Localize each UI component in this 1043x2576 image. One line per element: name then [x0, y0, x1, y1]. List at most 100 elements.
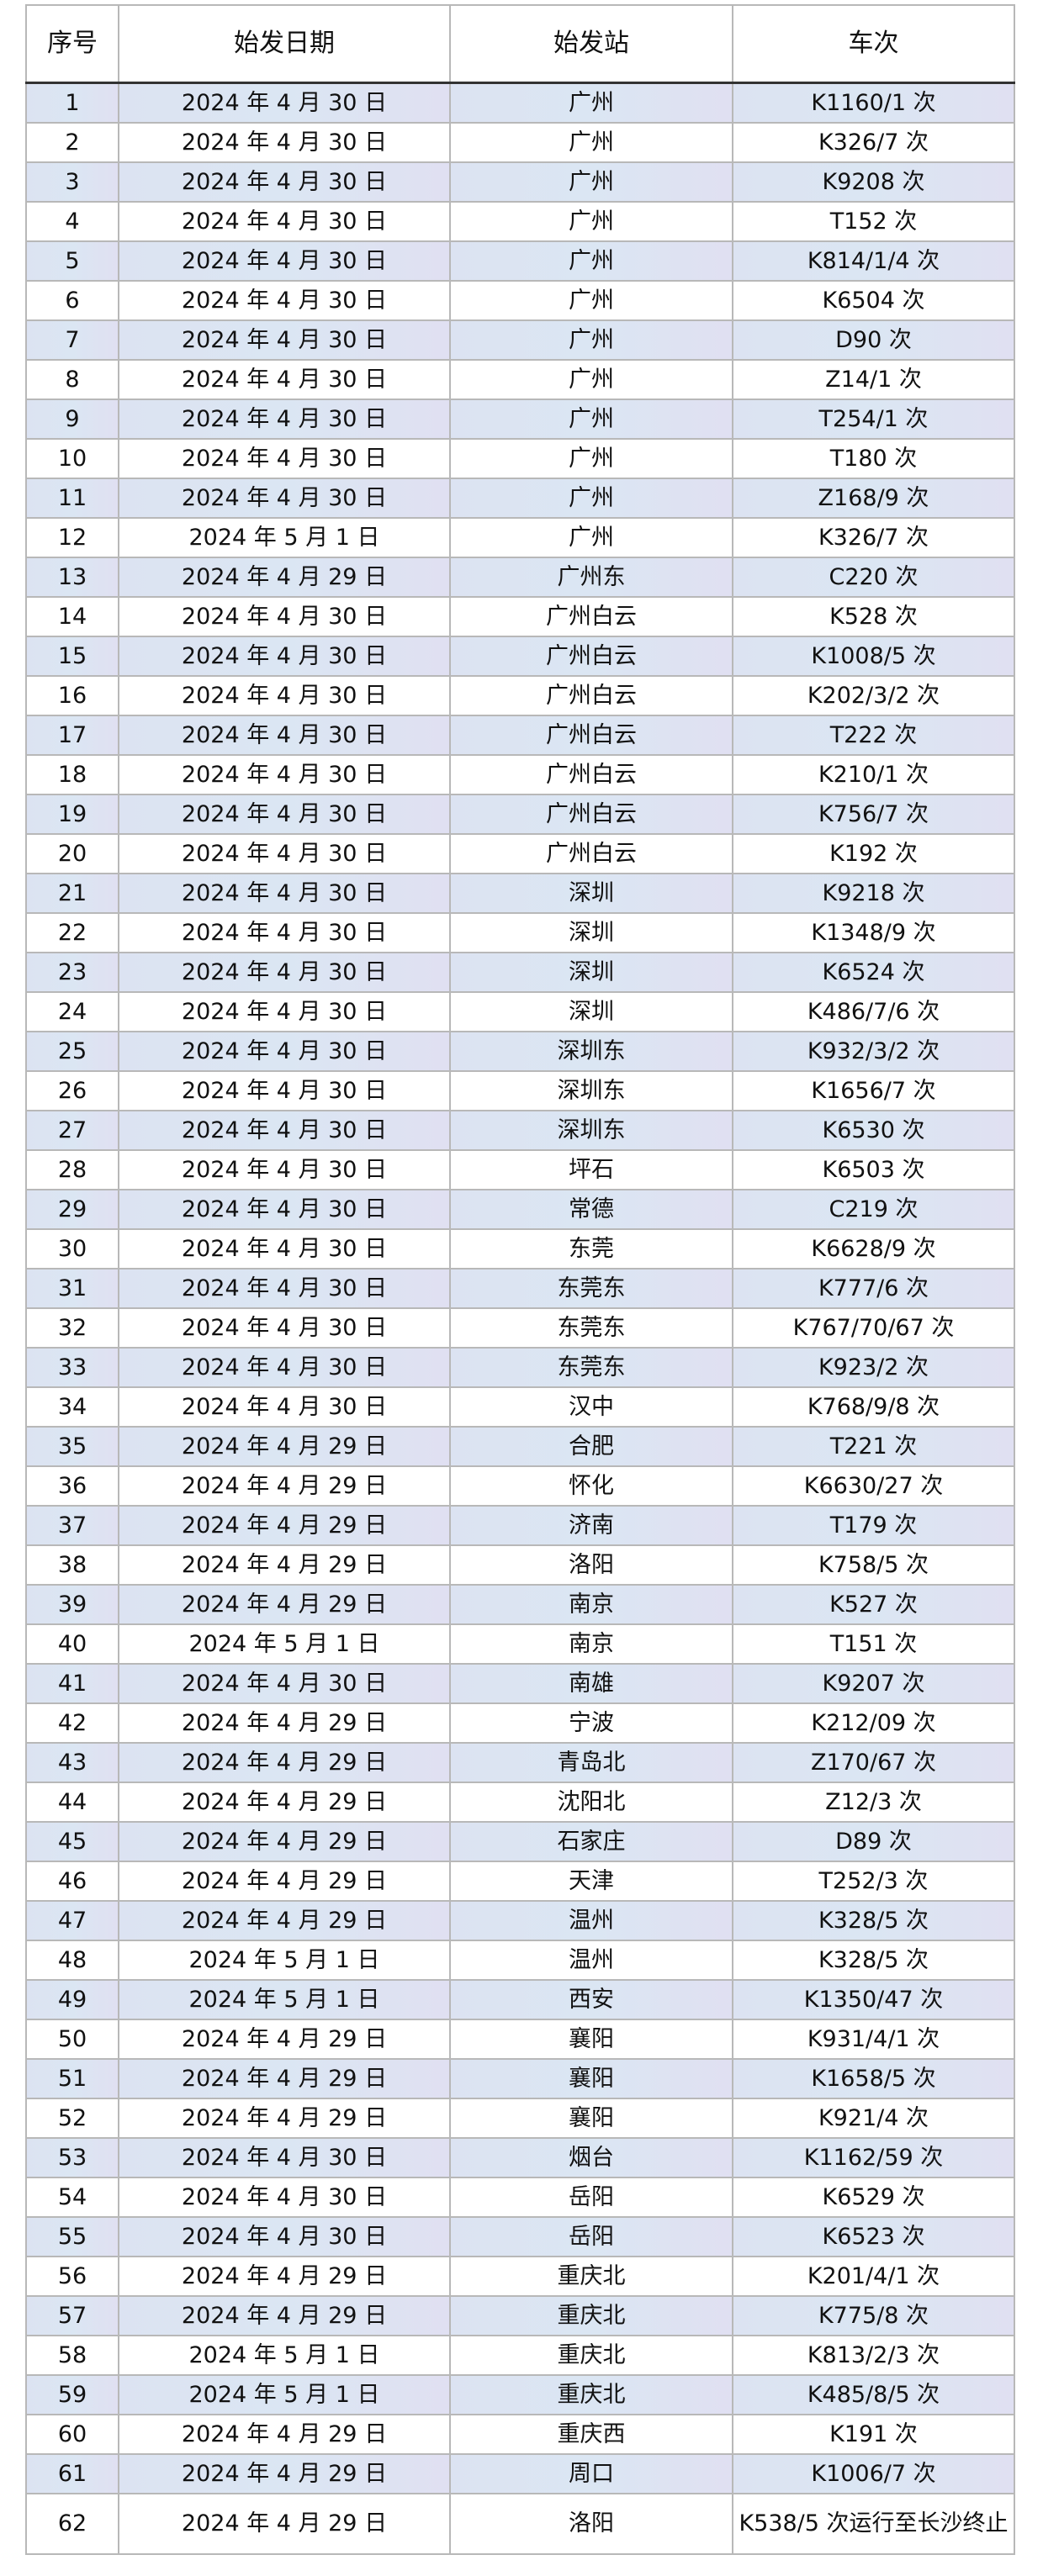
cell-departure-station: 合肥	[449, 1426, 733, 1467]
cell-departure-station: 南京	[449, 1584, 733, 1625]
cell-departure-station: 坪石	[449, 1149, 733, 1190]
cell-departure-station: 重庆北	[449, 2374, 733, 2415]
cell-index: 30	[25, 1228, 119, 1270]
header-row: 序号 始发日期 始发站 车次	[25, 4, 1015, 84]
cell-index: 57	[25, 2295, 119, 2336]
cell-departure-station: 温州	[449, 1940, 733, 1981]
cell-train-number: K6530 次	[732, 1110, 1015, 1151]
table-row: 40 2024 年 5 月 1 日南京 T151 次	[25, 1623, 1015, 1665]
cell-departure-date: 2024 年 5 月 1 日	[118, 2335, 451, 2376]
cell-departure-station: 青岛北	[449, 1742, 733, 1783]
cell-departure-date: 2024 年 4 月 30 日	[118, 359, 451, 400]
cell-index: 37	[25, 1505, 119, 1546]
cell-train-number: T254/1 次	[732, 399, 1015, 440]
cell-departure-station: 深圳东	[449, 1031, 733, 1072]
cell-index: 12	[25, 517, 119, 558]
cell-train-number: C220 次	[732, 557, 1015, 598]
table-row: 36 2024 年 4 月 29 日怀化 K6630/27 次	[25, 1465, 1015, 1507]
cell-departure-station: 南京	[449, 1623, 733, 1665]
cell-index: 21	[25, 873, 119, 914]
table-row: 22 2024 年 4 月 30 日深圳 K1348/9 次	[25, 912, 1015, 953]
cell-departure-date: 2024 年 5 月 1 日	[118, 1979, 451, 2020]
table-row: 19 2024 年 4 月 30 日广州白云 K756/7 次	[25, 794, 1015, 835]
cell-departure-station: 周口	[449, 2453, 733, 2494]
cell-train-number: K1656/7 次	[732, 1070, 1015, 1111]
cell-departure-station: 天津	[449, 1861, 733, 1902]
cell-departure-station: 南雄	[449, 1663, 733, 1704]
cell-index: 23	[25, 952, 119, 993]
cell-index: 34	[25, 1386, 119, 1428]
table-row: 30 2024 年 4 月 30 日东莞 K6628/9 次	[25, 1228, 1015, 1270]
table-row: 7 2024 年 4 月 30 日广州 D90 次	[25, 319, 1015, 361]
cell-departure-date: 2024 年 5 月 1 日	[118, 517, 451, 558]
table-row: 41 2024 年 4 月 30 日南雄 K9207 次	[25, 1663, 1015, 1704]
cell-departure-station: 广州	[449, 161, 733, 203]
cell-departure-station: 深圳东	[449, 1110, 733, 1151]
table-row: 34 2024 年 4 月 30 日汉中 K768/9/8 次	[25, 1386, 1015, 1428]
cell-index: 24	[25, 991, 119, 1032]
table-row: 13 2024 年 4 月 29 日广州东 C220 次	[25, 557, 1015, 598]
cell-departure-station: 深圳	[449, 952, 733, 993]
cell-train-number: K326/7 次	[732, 122, 1015, 163]
cell-train-number: K9218 次	[732, 873, 1015, 914]
table-row: 57 2024 年 4 月 29 日重庆北 K775/8 次	[25, 2295, 1015, 2336]
cell-index: 55	[25, 2216, 119, 2257]
cell-departure-date: 2024 年 4 月 30 日	[118, 1031, 451, 1072]
header-departure-station: 始发站	[449, 4, 733, 84]
table-row: 39 2024 年 4 月 29 日南京 K527 次	[25, 1584, 1015, 1625]
cell-train-number: T221 次	[732, 1426, 1015, 1467]
cell-departure-date: 2024 年 4 月 29 日	[118, 1742, 451, 1783]
cell-index: 13	[25, 557, 119, 598]
cell-train-number: K9208 次	[732, 161, 1015, 203]
cell-train-number: K201/4/1 次	[732, 2256, 1015, 2297]
cell-departure-station: 深圳	[449, 873, 733, 914]
table-body: 1 2024 年 4 月 30 日广州 K1160/1 次 2 2024 年 4 月 3…	[25, 82, 1015, 2555]
header-departure-date: 始发日期	[118, 4, 451, 84]
cell-train-number: K756/7 次	[732, 794, 1015, 835]
cell-departure-date: 2024 年 4 月 30 日	[118, 438, 451, 479]
table-row: 20 2024 年 4 月 30 日广州白云 K192 次	[25, 833, 1015, 874]
cell-train-number: K6523 次	[732, 2216, 1015, 2257]
table-row: 35 2024 年 4 月 29 日合肥 T221 次	[25, 1426, 1015, 1467]
cell-train-number: T180 次	[732, 438, 1015, 479]
cell-train-number: K328/5 次	[732, 1900, 1015, 1941]
cell-departure-station: 襄阳	[449, 2058, 733, 2099]
cell-departure-date: 2024 年 4 月 30 日	[118, 794, 451, 835]
cell-departure-station: 广州	[449, 122, 733, 163]
cell-departure-date: 2024 年 4 月 30 日	[118, 122, 451, 163]
cell-departure-date: 2024 年 4 月 29 日	[118, 2019, 451, 2060]
table-row: 58 2024 年 5 月 1 日重庆北 K813/2/3 次	[25, 2335, 1015, 2376]
cell-departure-date: 2024 年 4 月 30 日	[118, 1386, 451, 1428]
cell-departure-date: 2024 年 4 月 29 日	[118, 1426, 451, 1467]
table-row: 50 2024 年 4 月 29 日襄阳 K931/4/1 次	[25, 2019, 1015, 2060]
table-row: 11 2024 年 4 月 30 日广州 Z168/9 次	[25, 478, 1015, 519]
cell-train-number: K931/4/1 次	[732, 2019, 1015, 2060]
cell-train-number: K1350/47 次	[732, 1979, 1015, 2020]
cell-index: 18	[25, 754, 119, 795]
cell-index: 42	[25, 1702, 119, 1744]
cell-departure-date: 2024 年 4 月 29 日	[118, 1544, 451, 1586]
cell-train-number: K328/5 次	[732, 1940, 1015, 1981]
cell-train-number: K6529 次	[732, 2177, 1015, 2218]
cell-departure-date: 2024 年 4 月 30 日	[118, 833, 451, 874]
table-row: 16 2024 年 4 月 30 日广州白云 K202/3/2 次	[25, 675, 1015, 716]
cell-index: 28	[25, 1149, 119, 1190]
cell-departure-station: 怀化	[449, 1465, 733, 1507]
cell-index: 19	[25, 794, 119, 835]
cell-train-number: K212/09 次	[732, 1702, 1015, 1744]
cell-train-number: Z168/9 次	[732, 478, 1015, 519]
cell-departure-date: 2024 年 4 月 30 日	[118, 912, 451, 953]
table-row: 60 2024 年 4 月 29 日重庆西 K191 次	[25, 2414, 1015, 2455]
cell-departure-date: 2024 年 5 月 1 日	[118, 1623, 451, 1665]
cell-departure-station: 沈阳北	[449, 1782, 733, 1823]
cell-train-number: K775/8 次	[732, 2295, 1015, 2336]
table-row: 52 2024 年 4 月 29 日襄阳 K921/4 次	[25, 2098, 1015, 2139]
cell-train-number: K6628/9 次	[732, 1228, 1015, 1270]
table-row: 17 2024 年 4 月 30 日广州白云 T222 次	[25, 715, 1015, 756]
table-row: 51 2024 年 4 月 29 日襄阳 K1658/5 次	[25, 2058, 1015, 2099]
cell-index: 43	[25, 1742, 119, 1783]
cell-index: 61	[25, 2453, 119, 2494]
cell-departure-date: 2024 年 4 月 29 日	[118, 1821, 451, 1862]
cell-departure-station: 重庆北	[449, 2295, 733, 2336]
cell-train-number: K6504 次	[732, 280, 1015, 321]
